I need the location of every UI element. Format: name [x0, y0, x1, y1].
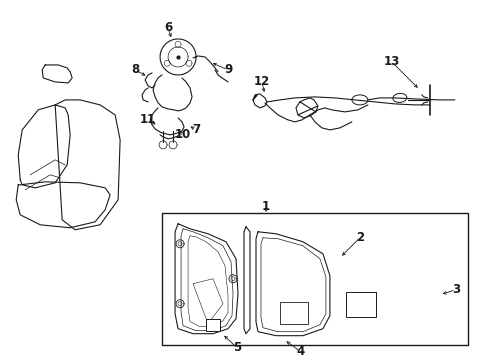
Text: 5: 5 — [232, 341, 241, 354]
Text: 13: 13 — [383, 55, 399, 68]
Text: 1: 1 — [262, 200, 269, 213]
Text: 6: 6 — [163, 22, 172, 35]
Bar — [345, 292, 375, 317]
Text: 12: 12 — [253, 76, 269, 89]
Text: 11: 11 — [140, 113, 156, 126]
Text: 8: 8 — [131, 63, 139, 76]
Text: 4: 4 — [296, 345, 305, 358]
Text: 2: 2 — [355, 231, 363, 244]
Text: 9: 9 — [224, 63, 232, 76]
Bar — [205, 319, 220, 331]
Text: 3: 3 — [451, 283, 459, 296]
Bar — [162, 213, 467, 345]
Text: 10: 10 — [175, 129, 191, 141]
Text: 7: 7 — [192, 123, 200, 136]
Bar — [280, 302, 307, 324]
